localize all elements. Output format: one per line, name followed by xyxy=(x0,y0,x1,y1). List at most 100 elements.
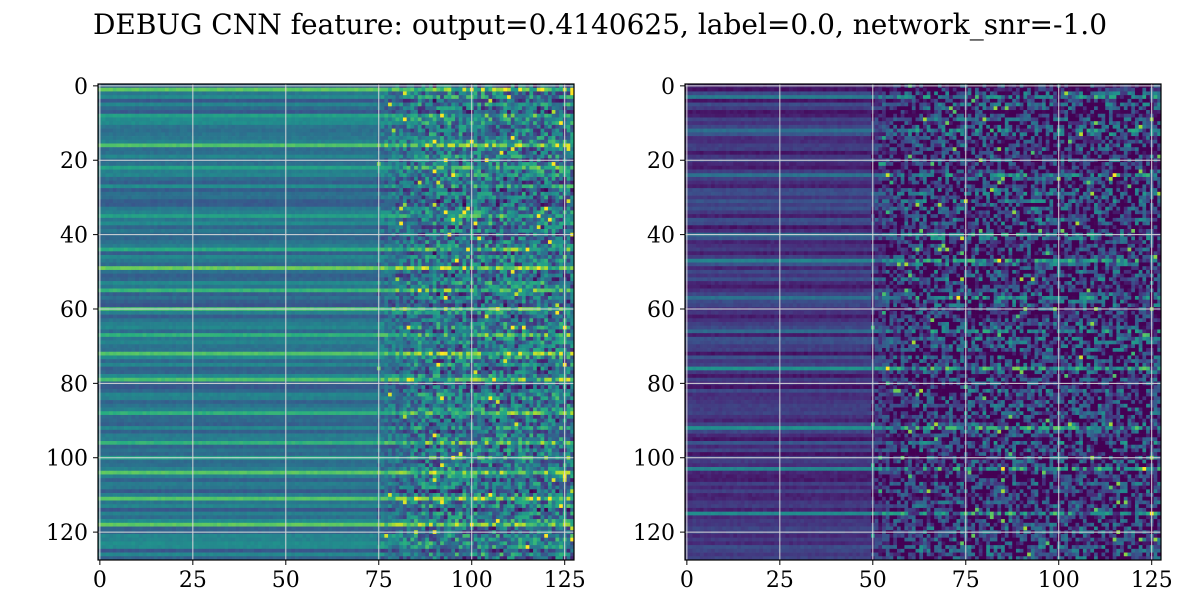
heatmap-cell xyxy=(176,128,181,133)
heatmap-cell xyxy=(499,121,504,126)
heatmap-cell xyxy=(529,98,534,103)
heatmap-cell xyxy=(495,117,500,122)
heatmap-cell xyxy=(350,210,355,215)
heatmap-cell xyxy=(187,217,192,222)
heatmap-cell xyxy=(455,154,460,159)
heatmap-cell xyxy=(373,165,378,170)
heatmap-cell xyxy=(246,121,251,126)
heatmap-cell xyxy=(350,180,355,185)
heatmap-cell xyxy=(265,87,270,92)
heatmap-cell xyxy=(440,221,445,226)
heatmap-cell xyxy=(332,210,337,215)
heatmap-cell xyxy=(231,169,236,174)
heatmap-cell xyxy=(109,199,114,204)
heatmap-cell xyxy=(161,206,166,211)
heatmap-cell xyxy=(306,184,311,189)
heatmap-cell xyxy=(324,173,329,178)
heatmap-cell xyxy=(250,206,255,211)
heatmap-cell xyxy=(544,176,549,182)
heatmap-cell xyxy=(540,214,545,219)
heatmap-cell xyxy=(131,217,136,222)
heatmap-cell xyxy=(116,136,121,141)
heatmap-cell xyxy=(161,117,166,122)
heatmap-cell xyxy=(347,139,352,144)
heatmap-cell xyxy=(187,188,192,193)
heatmap-cell xyxy=(302,195,307,200)
heatmap-cell xyxy=(172,206,177,211)
heatmap-cell xyxy=(198,173,203,178)
heatmap-cell xyxy=(540,150,545,156)
heatmap-cell xyxy=(551,173,556,178)
heatmap-cell xyxy=(347,199,352,204)
heatmap-cell xyxy=(421,143,426,148)
heatmap-cell xyxy=(112,206,117,211)
heatmap-cell xyxy=(570,176,575,182)
heatmap-cell xyxy=(202,143,207,148)
heatmap-cell xyxy=(265,191,270,196)
heatmap-cell xyxy=(246,180,251,185)
heatmap-cell xyxy=(135,184,140,189)
heatmap-cell xyxy=(473,91,478,96)
heatmap-cell xyxy=(339,169,344,174)
heatmap-cell xyxy=(168,165,173,170)
heatmap-cell xyxy=(101,150,106,156)
heatmap-cell xyxy=(261,91,266,96)
heatmap-cell xyxy=(358,124,363,129)
heatmap-cell xyxy=(473,113,478,118)
heatmap-cell xyxy=(328,147,333,152)
heatmap-cell xyxy=(481,136,486,141)
heatmap-cell xyxy=(276,98,281,103)
heatmap-cell xyxy=(105,143,110,148)
heatmap-cell xyxy=(116,87,121,92)
heatmap-cell xyxy=(455,98,460,103)
heatmap-cell xyxy=(402,191,408,196)
heatmap-cell xyxy=(101,184,106,189)
heatmap-cell xyxy=(373,225,378,230)
heatmap-cell xyxy=(503,199,508,204)
heatmap-cell xyxy=(183,106,188,111)
heatmap-cell xyxy=(261,221,266,226)
heatmap-cell xyxy=(447,113,452,118)
heatmap-cell xyxy=(153,110,158,115)
heatmap-cell xyxy=(295,147,300,152)
heatmap-cell xyxy=(246,203,251,208)
heatmap-cell xyxy=(402,102,408,107)
heatmap-cell xyxy=(187,132,192,137)
heatmap-cell xyxy=(451,210,456,215)
heatmap-cell xyxy=(436,113,441,118)
heatmap-cell xyxy=(499,113,504,118)
heatmap-cell xyxy=(499,110,504,115)
heatmap-cell xyxy=(124,95,129,100)
heatmap-cell xyxy=(157,139,162,144)
heatmap-cell xyxy=(116,128,121,133)
heatmap-cell xyxy=(272,176,277,182)
heatmap-cell xyxy=(384,195,389,200)
heatmap-cell xyxy=(276,165,281,170)
heatmap-cell xyxy=(280,221,285,226)
heatmap-cell xyxy=(176,113,181,118)
heatmap-cell xyxy=(503,102,508,107)
heatmap-cell xyxy=(455,225,460,230)
heatmap-cell xyxy=(269,191,274,196)
heatmap-cell xyxy=(254,91,259,96)
heatmap-cell xyxy=(462,139,467,144)
heatmap-cell xyxy=(109,87,114,92)
heatmap-cell xyxy=(176,199,181,204)
heatmap-cell xyxy=(202,162,207,167)
heatmap-cell xyxy=(369,217,374,222)
heatmap-cell xyxy=(466,188,471,193)
heatmap-cell xyxy=(321,139,326,144)
heatmap-cell xyxy=(339,110,344,115)
heatmap-cell xyxy=(239,106,244,111)
heatmap-cell xyxy=(391,110,396,115)
heatmap-cell xyxy=(380,98,385,103)
heatmap-cell xyxy=(391,210,396,215)
heatmap-cell xyxy=(328,139,333,144)
heatmap-cell xyxy=(142,121,147,126)
heatmap-cell xyxy=(373,143,378,148)
heatmap-cell xyxy=(499,225,504,230)
heatmap-cell xyxy=(395,199,400,204)
heatmap-cell xyxy=(518,136,523,141)
heatmap-cell xyxy=(417,221,422,226)
heatmap-cell xyxy=(254,162,259,167)
